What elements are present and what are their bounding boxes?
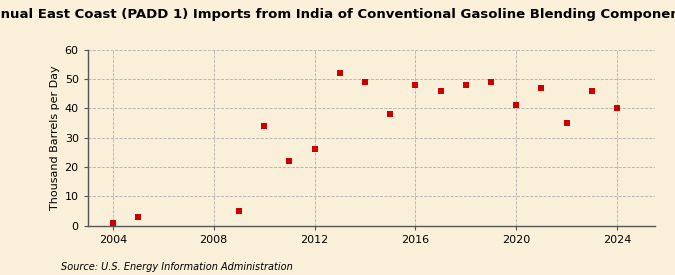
Point xyxy=(385,112,396,116)
Point xyxy=(234,209,244,213)
Text: Source: U.S. Energy Information Administration: Source: U.S. Energy Information Administ… xyxy=(61,262,292,272)
Point xyxy=(107,220,118,225)
Point xyxy=(485,79,496,84)
Point xyxy=(561,121,572,125)
Point xyxy=(511,103,522,108)
Point xyxy=(587,88,597,93)
Y-axis label: Thousand Barrels per Day: Thousand Barrels per Day xyxy=(51,65,61,210)
Point xyxy=(309,147,320,152)
Point xyxy=(360,79,371,84)
Point xyxy=(460,82,471,87)
Point xyxy=(334,71,345,75)
Point xyxy=(612,106,622,110)
Point xyxy=(284,159,295,163)
Point xyxy=(435,88,446,93)
Point xyxy=(410,82,421,87)
Point xyxy=(536,86,547,90)
Text: Annual East Coast (PADD 1) Imports from India of Conventional Gasoline Blending : Annual East Coast (PADD 1) Imports from … xyxy=(0,8,675,21)
Point xyxy=(259,123,269,128)
Point xyxy=(133,214,144,219)
